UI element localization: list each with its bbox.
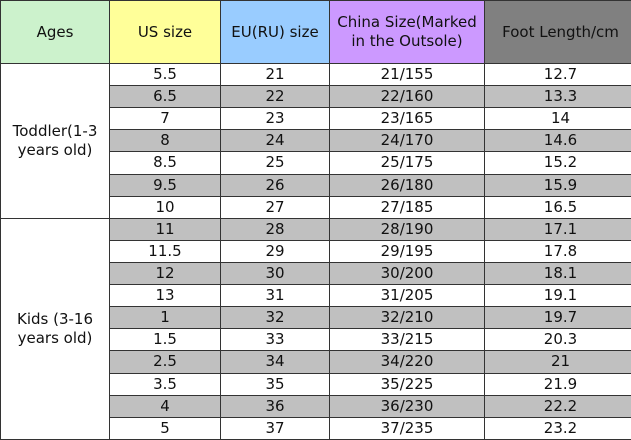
eu-size-cell: 30 [220,261,330,286]
china-size-cell: 25/175 [329,151,485,175]
eu-size-cell: 21 [220,62,330,87]
foot-length-cell: 17.1 [484,217,631,241]
china-size-cell: 28/190 [329,217,485,241]
china-size-cell: 29/195 [329,239,485,263]
us-size-cell: 1 [109,306,221,330]
us-size-cell: 11.5 [109,239,221,263]
table-row: 8.5 25 25/175 15.2 [1,151,631,175]
china-size-cell: 37/235 [329,416,485,440]
china-size-cell: 36/230 [329,394,485,418]
table-row: Kids (3-16 years old) 11 28 28/190 17.1 [0,217,631,440]
us-size-cell: 5 [109,416,221,440]
eu-size-cell: 29 [220,239,330,263]
china-size-cell: 33/215 [329,328,485,352]
eu-size-cell: 25 [220,151,330,175]
header-ages: Ages [0,0,110,64]
table-row: 13 31 31/205 19.1 [1,284,631,308]
us-size-cell: 11 [109,217,221,241]
table-row: Toddler(1-3 years old) 5.5 21 21/155 12.7 [0,62,631,219]
us-size-cell: 10 [109,195,221,219]
china-size-cell: 31/205 [329,284,485,308]
foot-length-cell: 15.9 [484,173,631,197]
china-size-cell: 26/180 [329,173,485,197]
eu-size-cell: 24 [220,129,330,153]
china-size-cell: 34/220 [329,350,485,374]
eu-size-cell: 33 [220,328,330,352]
china-size-cell: 35/225 [329,372,485,396]
table-row: 3.5 35 35/225 21.9 [1,372,631,396]
table-row: 7 23 23/165 14 [1,107,631,131]
eu-size-cell: 28 [220,217,330,241]
us-size-cell: 8.5 [109,151,221,175]
foot-length-cell: 15.2 [484,151,631,175]
foot-length-cell: 18.1 [484,261,631,286]
us-size-cell: 8 [109,129,221,153]
header-china-size: China Size(Marked in the Outsole) [329,0,485,64]
header-foot-length: Foot Length/cm [484,0,631,64]
table-row: 2.5 34 34/220 21 [1,350,631,374]
foot-length-cell: 21 [484,350,631,374]
china-size-cell: 22/160 [329,85,485,109]
header-us-size: US size [109,0,221,64]
age-group-cell: Kids (3-16 years old) [0,217,110,440]
eu-size-cell: 35 [220,372,330,396]
table-row: 8 24 24/170 14.6 [1,129,631,153]
eu-size-cell: 31 [220,284,330,308]
table-row: 4 36 36/230 22.2 [1,394,631,418]
foot-length-cell: 14.6 [484,129,631,153]
us-size-cell: 9.5 [109,173,221,197]
eu-size-cell: 23 [220,107,330,131]
china-size-cell: 21/155 [329,62,485,87]
eu-size-cell: 27 [220,195,330,219]
us-size-cell: 5.5 [109,62,221,87]
foot-length-cell: 23.2 [484,416,631,440]
table-row: 12 30 30/200 18.1 [1,261,631,286]
us-size-cell: 3.5 [109,372,221,396]
table-row: 9.5 26 26/180 15.9 [1,173,631,197]
foot-length-cell: 21.9 [484,372,631,396]
china-size-cell: 30/200 [329,261,485,286]
eu-size-cell: 34 [220,350,330,374]
age-group-cell: Toddler(1-3 years old) [0,63,110,219]
foot-length-cell: 13.3 [484,85,631,109]
us-size-cell: 4 [109,394,221,418]
us-size-cell: 13 [109,284,221,308]
foot-length-cell: 16.5 [484,195,631,219]
foot-length-cell: 22.2 [484,394,631,418]
table-row: 6.5 22 22/160 13.3 [1,85,631,109]
header-eu-size: EU(RU) size [220,0,330,64]
us-size-cell: 12 [109,261,221,286]
table-row: 5 37 37/235 23.2 [1,416,631,440]
table-row: 10 27 27/185 16.5 [1,195,631,219]
foot-length-cell: 19.1 [484,284,631,308]
table-row: 11.5 29 29/195 17.8 [1,239,631,263]
us-size-cell: 2.5 [109,350,221,374]
eu-size-cell: 37 [220,416,330,440]
foot-length-cell: 19.7 [484,306,631,330]
table-row: 1 32 32/210 19.7 [1,306,631,330]
eu-size-cell: 32 [220,306,330,330]
china-size-cell: 23/165 [329,107,485,131]
eu-size-cell: 26 [220,173,330,197]
foot-length-cell: 14 [484,107,631,131]
eu-size-cell: 36 [220,394,330,418]
china-size-cell: 24/170 [329,129,485,153]
eu-size-cell: 22 [220,85,330,109]
us-size-cell: 1.5 [109,328,221,352]
us-size-cell: 6.5 [109,85,221,109]
header-row: Ages US size EU(RU) size China Size(Mark… [0,0,631,64]
foot-length-cell: 12.7 [484,62,631,87]
china-size-cell: 32/210 [329,306,485,330]
china-size-cell: 27/185 [329,195,485,219]
foot-length-cell: 20.3 [484,328,631,352]
us-size-cell: 7 [109,107,221,131]
foot-length-cell: 17.8 [484,239,631,263]
